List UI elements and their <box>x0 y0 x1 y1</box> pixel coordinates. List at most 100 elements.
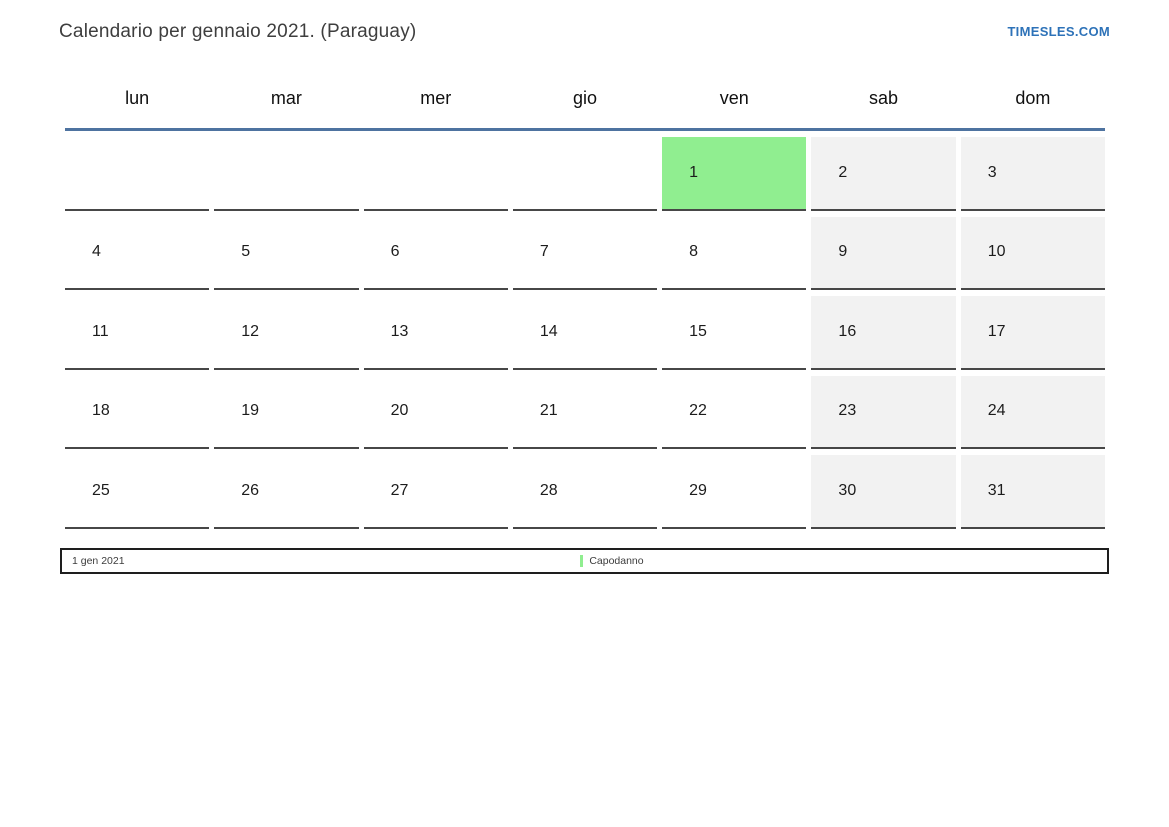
cell-background <box>214 217 358 289</box>
calendar-cell-empty <box>512 131 658 211</box>
weekday-header-lun: lun <box>125 88 150 108</box>
day-number: 27 <box>390 481 409 499</box>
cell-background <box>960 216 1105 288</box>
calendar-cell-day-17: 17 <box>960 290 1105 370</box>
cell-background <box>364 376 508 448</box>
cell-background <box>214 455 358 527</box>
day-number: 28 <box>539 481 558 499</box>
day-number: 12 <box>241 322 260 340</box>
calendar: lun mar mer gio ven sab dom 1 2 3 4 5 6 7 8 9 10 11 12 13 1… <box>65 85 1105 529</box>
legend-holiday-name: Capodanno <box>589 555 644 567</box>
cell-background <box>214 137 358 209</box>
calendar-cell-day-1: 1 <box>662 131 807 211</box>
day-number: 4 <box>92 243 101 261</box>
calendar-cell-day-4: 4 <box>65 211 210 290</box>
cell-background <box>513 137 657 209</box>
cell-background <box>65 455 209 527</box>
cell-background <box>65 137 209 209</box>
cell-background <box>364 455 508 527</box>
calendar-cell-day-30: 30 <box>811 449 956 529</box>
day-number: 14 <box>539 322 558 340</box>
cell-background <box>662 137 807 209</box>
cell-background <box>811 296 956 368</box>
cell-background <box>364 137 508 209</box>
day-number: 11 <box>92 322 109 340</box>
cell-background <box>960 375 1105 447</box>
calendar-cell-day-13: 13 <box>363 290 508 370</box>
day-number: 13 <box>390 322 409 340</box>
day-number: 2 <box>838 163 848 181</box>
calendar-cell-day-14: 14 <box>512 290 658 370</box>
calendar-cell-day-5: 5 <box>214 211 359 290</box>
calendar-cell-day-29: 29 <box>662 449 807 529</box>
calendar-cell-day-16: 16 <box>811 290 956 370</box>
cell-background <box>662 455 806 527</box>
day-number: 8 <box>689 243 699 261</box>
calendar-cell-day-10: 10 <box>960 211 1105 290</box>
brand-link[interactable]: TIMESLES.COM <box>1007 24 1110 39</box>
cell-background <box>811 375 956 447</box>
legend-date: 1 gen 2021 <box>72 555 125 567</box>
day-number: 5 <box>241 243 251 261</box>
weekday-row: lun mar mer gio ven sab dom <box>65 85 1105 121</box>
weekday-header-ven: ven <box>719 88 749 108</box>
cell-background <box>960 455 1105 527</box>
calendar-cell-day-25: 25 <box>65 449 210 529</box>
day-number: 1 <box>689 163 699 181</box>
cell-background <box>513 217 657 289</box>
day-number: 30 <box>838 481 857 499</box>
day-number: 6 <box>390 243 400 261</box>
day-number: 16 <box>838 322 857 340</box>
day-number: 17 <box>987 322 1006 340</box>
day-number: 21 <box>539 402 558 420</box>
cell-background <box>811 455 956 527</box>
calendar-cell-day-27: 27 <box>363 449 508 529</box>
cell-background <box>214 296 358 368</box>
cell-background <box>214 376 358 448</box>
cell-background <box>513 296 657 368</box>
weekday-header-dom: dom <box>1015 88 1051 108</box>
calendar-cell-day-18: 18 <box>65 370 210 449</box>
cell-background <box>662 376 806 448</box>
day-number: 24 <box>987 402 1006 420</box>
calendar-cell-day-20: 20 <box>363 370 508 449</box>
calendar-cell-day-24: 24 <box>960 370 1105 449</box>
legend-bar: 1 gen 2021 Capodanno <box>60 548 1109 574</box>
calendar-grid: 1 2 3 4 5 6 7 8 9 10 11 12 13 14 15 16 17 18 19 20 21 22 23 24 2… <box>65 131 1105 529</box>
day-number: 29 <box>689 481 707 499</box>
cell-background <box>65 217 209 289</box>
cell-background <box>960 137 1105 209</box>
calendar-cell-empty <box>214 131 359 211</box>
day-number: 23 <box>838 402 857 420</box>
calendar-cell-day-6: 6 <box>363 211 508 290</box>
weekday-header-mer: mer <box>420 88 452 108</box>
cell-background <box>364 217 508 289</box>
calendar-cell-day-9: 9 <box>811 211 956 290</box>
calendar-cell-day-31: 31 <box>960 449 1105 529</box>
cell-background <box>65 296 209 368</box>
calendar-cell-day-8: 8 <box>662 211 807 290</box>
calendar-cell-day-21: 21 <box>512 370 658 449</box>
weekday-header-sab: sab <box>869 88 899 108</box>
calendar-cell-day-26: 26 <box>214 449 359 529</box>
page-title: Calendario per gennaio 2021. (Paraguay) <box>59 21 417 42</box>
calendar-cell-day-15: 15 <box>662 290 807 370</box>
day-number: 22 <box>689 402 707 420</box>
calendar-cell-day-3: 3 <box>960 131 1105 211</box>
calendar-cell-empty <box>363 131 508 211</box>
legend-item: Capodanno <box>580 555 644 567</box>
calendar-cell-day-22: 22 <box>662 370 807 449</box>
day-number: 9 <box>838 243 848 261</box>
day-number: 3 <box>987 163 997 181</box>
day-number: 31 <box>987 481 1006 499</box>
cell-background <box>811 137 956 209</box>
calendar-cell-day-28: 28 <box>512 449 658 529</box>
day-number: 25 <box>92 481 110 499</box>
day-number: 19 <box>241 402 260 420</box>
calendar-cell-day-2: 2 <box>811 131 956 211</box>
cell-background <box>662 217 806 289</box>
header-divider <box>65 128 1105 131</box>
cell-background <box>662 296 806 368</box>
cell-background <box>364 296 508 368</box>
holiday-marker-icon <box>580 555 584 567</box>
